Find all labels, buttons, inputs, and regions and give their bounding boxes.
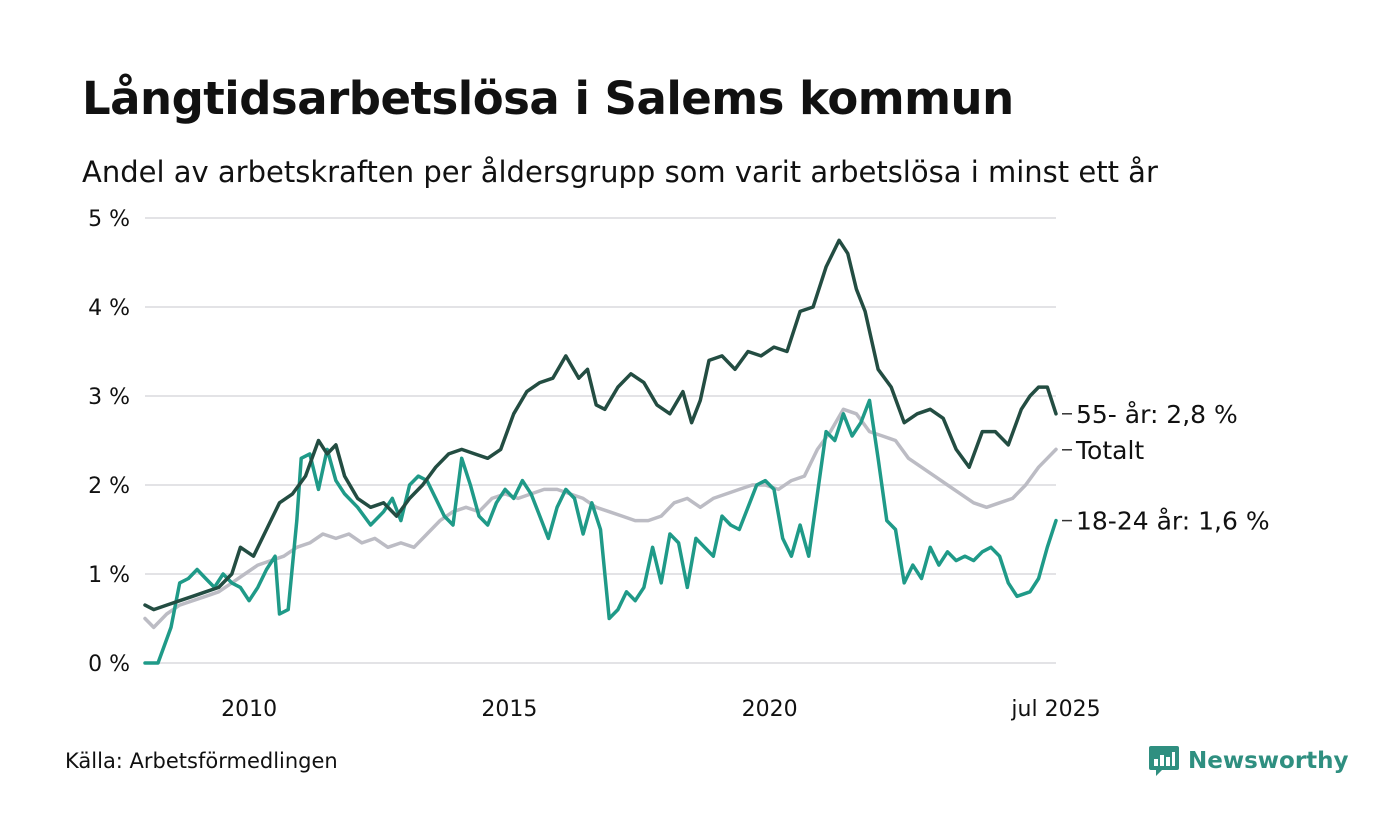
y-axis-labels: 0 % 1 % 2 % 3 % 4 % 5 % [88,207,130,677]
x-tick-label: 2020 [742,697,798,722]
x-tick-label: jul 2025 [1010,697,1100,722]
series-end-label: 18-24 år: 1,6 % [1076,507,1270,536]
y-tick-label: 3 % [88,385,130,410]
series-end-label: Totalt [1075,436,1144,465]
chart-title: Långtidsarbetslösa i Salems kommun [82,72,1014,125]
y-tick-label: 0 % [88,652,130,677]
source-note: Källa: Arbetsförmedlingen [65,749,338,773]
x-tick-label: 2010 [221,697,277,722]
gridlines [145,217,1056,664]
brand-name: Newsworthy [1188,748,1349,774]
newsworthy-logo[interactable]: Newsworthy [1148,744,1349,778]
x-tick-label: 2015 [481,697,537,722]
series-end-label: 55- år: 2,8 % [1076,400,1238,429]
newsworthy-logo-icon [1149,746,1179,776]
x-axis-labels: 2010 2015 2020 jul 2025 [221,697,1100,722]
y-tick-label: 2 % [88,474,130,499]
chart-subtitle: Andel av arbetskraften per åldersgrupp s… [82,155,1158,189]
y-tick-label: 1 % [88,563,130,588]
y-tick-label: 4 % [88,296,130,321]
series-lines [143,238,1058,665]
series-end-labels: 55- år: 2,8 % Totalt 18-24 år: 1,6 % [1062,400,1270,536]
series-line-totalt [143,407,1058,630]
series-line-18-24-r [143,398,1058,665]
series-line-55-r [143,238,1058,612]
y-tick-label: 5 % [88,207,130,232]
